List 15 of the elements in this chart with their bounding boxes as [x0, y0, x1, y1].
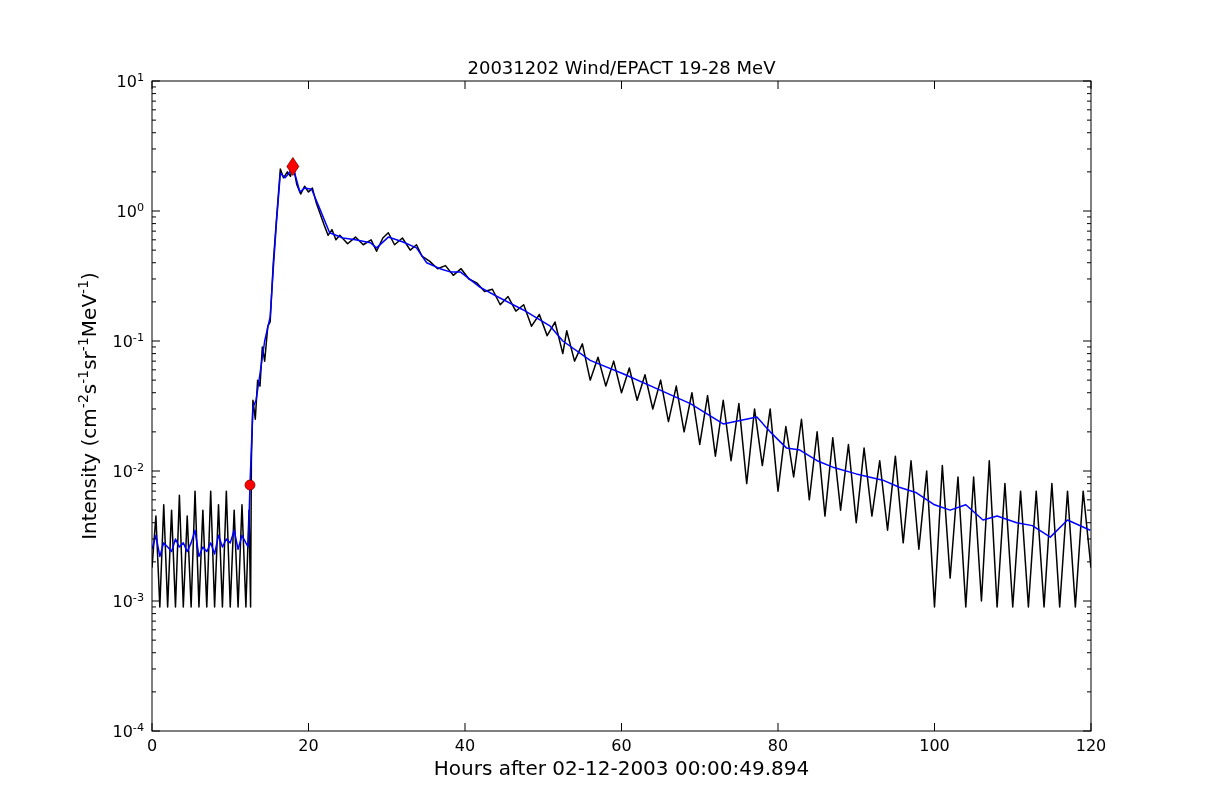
x-tick-label: 40	[454, 736, 476, 755]
y-tick-label: 10$^{1}$	[116, 70, 144, 91]
y-tick-label: 10$^{-1}$	[112, 330, 144, 351]
y-tick-label: 10$^{0}$	[116, 200, 144, 221]
x-tick-label: 20	[298, 736, 319, 755]
y-tick-label: 10$^{-3}$	[112, 590, 144, 611]
y-tick-label: 10$^{-2}$	[112, 460, 144, 481]
x-axis-title: Hours after 02-12-2003 00:00:49.894	[433, 756, 810, 780]
chart-title: 20031202 Wind/EPACT 19-28 MeV	[467, 57, 777, 78]
y-tick-label: 10$^{-4}$	[112, 720, 144, 741]
x-tick-label: 120	[1075, 736, 1107, 755]
x-tick-label: 100	[919, 736, 950, 755]
x-tick-label: 80	[767, 736, 789, 755]
x-tick-label: 60	[611, 736, 632, 755]
x-tick-label: 0	[146, 736, 158, 755]
